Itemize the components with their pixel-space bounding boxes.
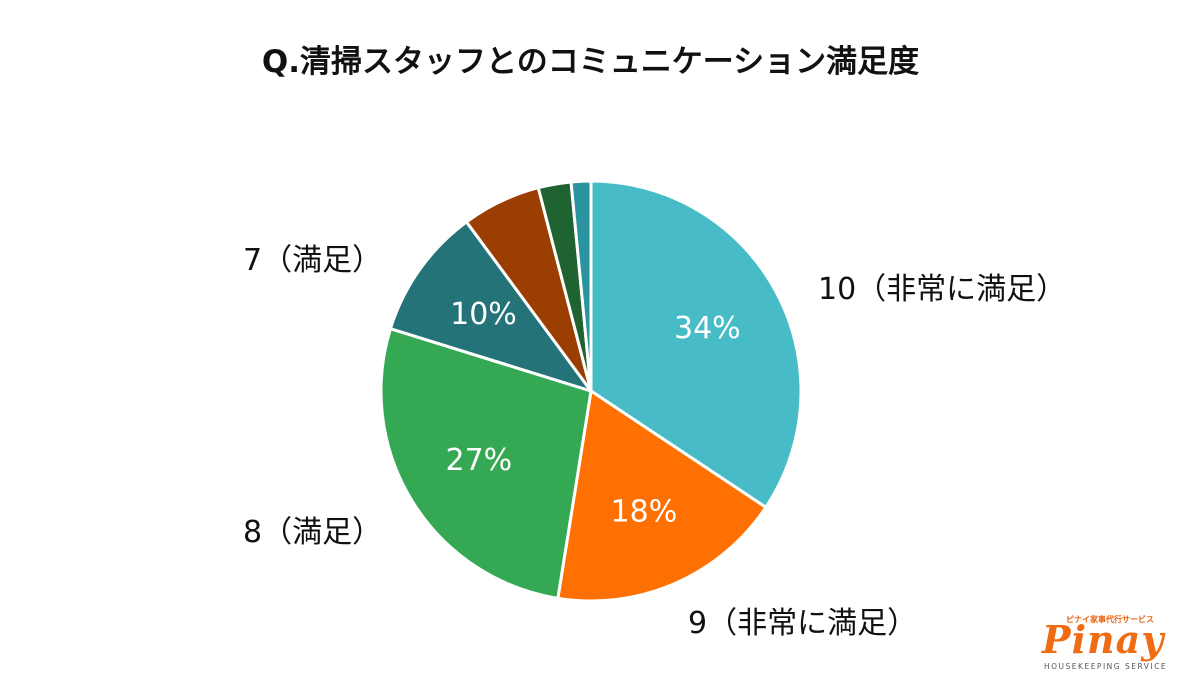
pie-slice-6 xyxy=(569,179,593,392)
pie-slices xyxy=(379,179,803,603)
pie-data-labels: 34% 18% 27% 10% xyxy=(445,297,740,529)
pie-slice-3 xyxy=(388,219,595,394)
pie-slice-1 xyxy=(556,388,768,603)
logo-wordmark: Pinay xyxy=(1042,617,1165,662)
pie-category-label-2: 8（満足） xyxy=(243,515,383,550)
pie-slice-2 xyxy=(379,326,593,601)
pie-data-label-3: 10% xyxy=(450,297,517,332)
brand-logo: ピナイ家事代行サービス Pinay HOUSEKEEPING SERVICE xyxy=(1040,614,1166,672)
pie-data-label-0: 34% xyxy=(674,311,741,346)
chart-title: Q.清掃スタッフとのコミュニケーション満足度 xyxy=(261,44,920,80)
pie-category-label-3: 7（満足） xyxy=(243,243,383,278)
pie-category-label-1: 9（非常に満足） xyxy=(688,606,918,641)
logo-tagline: ピナイ家事代行サービス xyxy=(1066,615,1154,624)
pie-data-label-1: 18% xyxy=(611,494,678,529)
logo-subtitle: HOUSEKEEPING SERVICE xyxy=(1044,662,1168,671)
pie-data-label-2: 27% xyxy=(445,443,512,478)
pie-category-label-0: 10（非常に満足） xyxy=(818,272,1067,307)
